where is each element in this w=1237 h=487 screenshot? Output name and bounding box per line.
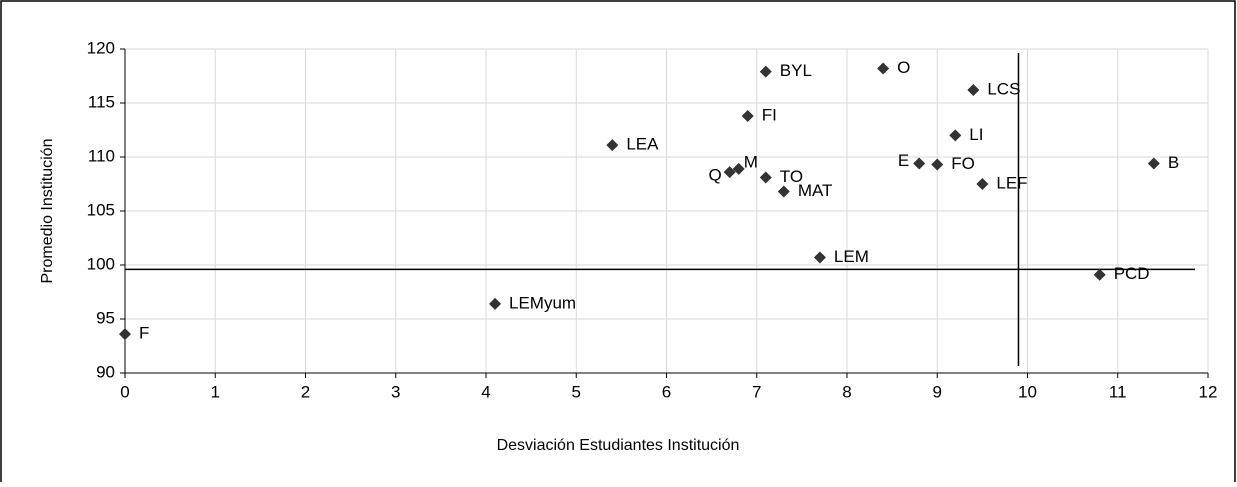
point xyxy=(967,84,980,97)
point xyxy=(741,109,754,122)
point-label: FO xyxy=(951,154,975,173)
point xyxy=(877,62,890,75)
point-label: LEM xyxy=(834,247,869,266)
point-label: MAT xyxy=(798,181,833,200)
point xyxy=(976,178,989,190)
point xyxy=(119,328,131,341)
x-tick-label: 4 xyxy=(481,382,490,401)
point-label: Q xyxy=(708,166,721,185)
point xyxy=(759,171,772,184)
point-label: LEF xyxy=(996,173,1027,192)
x-tick-label: 2 xyxy=(301,382,310,401)
y-tick-label: 105 xyxy=(87,200,115,219)
point xyxy=(606,139,619,152)
x-tick-label: 12 xyxy=(1199,382,1218,401)
x-tick-label: 0 xyxy=(120,382,129,401)
point-label: LCS xyxy=(987,80,1020,99)
x-tick-label: 6 xyxy=(662,382,671,401)
x-tick-label: 8 xyxy=(842,382,851,401)
x-tick-label: 3 xyxy=(391,382,400,401)
point xyxy=(913,157,926,170)
y-tick-label: 120 xyxy=(87,38,115,57)
point-label: O xyxy=(897,58,910,77)
point-label: LEA xyxy=(626,135,659,154)
x-tick-label: 5 xyxy=(572,382,581,401)
point-label: TO xyxy=(780,167,803,186)
point xyxy=(732,162,745,175)
point xyxy=(931,158,944,171)
x-tick-label: 1 xyxy=(211,382,220,401)
point-label: BYL xyxy=(780,61,812,80)
point-label: M xyxy=(744,152,758,171)
point xyxy=(813,251,826,264)
point-label: LEMyum xyxy=(509,293,576,312)
point-label: F xyxy=(139,324,149,343)
y-tick-label: 90 xyxy=(96,362,115,381)
point-label: FI xyxy=(762,105,777,124)
point-label: B xyxy=(1168,153,1179,172)
point xyxy=(1093,268,1106,281)
y-tick-label: 115 xyxy=(88,92,115,111)
point xyxy=(489,297,502,310)
point-label: PCD xyxy=(1114,264,1150,283)
x-tick-label: 11 xyxy=(1109,382,1127,401)
point xyxy=(759,65,772,78)
x-tick-label: 9 xyxy=(933,382,942,401)
point-label: LI xyxy=(969,125,983,144)
point xyxy=(949,129,962,142)
y-tick-label: 100 xyxy=(87,254,115,273)
point xyxy=(777,185,790,198)
point-label: E xyxy=(898,151,909,170)
x-tick-label: 7 xyxy=(752,382,761,401)
x-axis-label: Desviación Estudiantes Institución xyxy=(497,437,740,454)
point xyxy=(1147,157,1160,170)
y-tick-label: 110 xyxy=(88,146,115,165)
point xyxy=(723,166,736,179)
x-tick-label: 10 xyxy=(1018,382,1037,401)
y-axis-label: Promedio Institución xyxy=(39,139,56,284)
y-tick-label: 95 xyxy=(96,308,115,327)
